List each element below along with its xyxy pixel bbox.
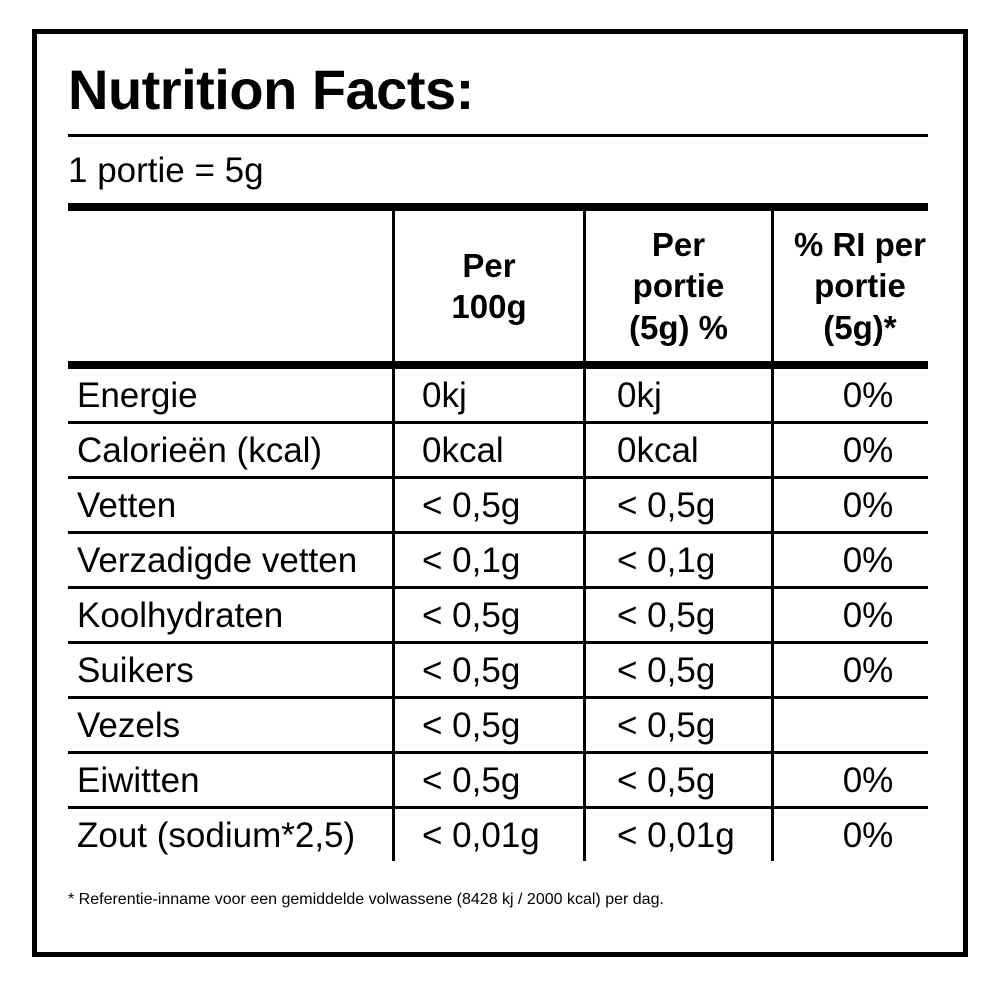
value-ri-percent: 0% bbox=[842, 375, 894, 415]
footnote: * Referentie-inname voor een gemiddelde … bbox=[68, 891, 664, 908]
header-blank bbox=[68, 211, 392, 361]
table-top-divider bbox=[68, 203, 928, 211]
value-per-100g: < 0,5g bbox=[422, 705, 521, 745]
nutrient-name: Verzadigde vetten bbox=[77, 540, 358, 580]
value-per-portion: < 0,1g bbox=[617, 540, 716, 580]
value-ri-percent bbox=[808, 699, 928, 751]
nutrient-name: Vezels bbox=[77, 705, 181, 745]
column-divider bbox=[583, 211, 586, 861]
value-ri-percent: 0% bbox=[842, 815, 894, 855]
value-per-portion: < 0,5g bbox=[617, 705, 716, 745]
value-ri-percent: 0% bbox=[842, 650, 894, 690]
value-ri-percent: 0% bbox=[842, 485, 894, 525]
header-per-100g-line: 100g bbox=[451, 288, 527, 325]
row-divider bbox=[68, 531, 928, 534]
header-ri-per-portion-line: portie bbox=[814, 267, 906, 305]
value-ri-percent: 0% bbox=[842, 540, 894, 580]
value-per-100g: < 0,5g bbox=[422, 650, 521, 690]
column-divider bbox=[392, 211, 395, 861]
value-per-portion: < 0,01g bbox=[617, 815, 735, 855]
header-ri-per-portion-text: % RI per portie (5g)* bbox=[794, 224, 928, 348]
value-per-100g: < 0,5g bbox=[422, 595, 521, 635]
nutrient-name: Zout (sodium*2,5) bbox=[77, 815, 356, 855]
value-per-portion: < 0,5g bbox=[617, 650, 716, 690]
value-per-portion: 0kj bbox=[617, 375, 662, 415]
nutrient-name: Vetten bbox=[77, 485, 177, 525]
header-per-100g: Per 100g bbox=[395, 211, 583, 361]
value-ri-percent: 0% bbox=[842, 595, 894, 635]
nutrient-name: Energie bbox=[77, 375, 198, 415]
value-per-100g: < 0,5g bbox=[422, 760, 521, 800]
value-per-portion: < 0,5g bbox=[617, 595, 716, 635]
header-ri-per-portion: % RI per portie (5g)* bbox=[774, 211, 928, 361]
header-per-portion: Per portie (5g) % bbox=[586, 211, 771, 361]
header-per-portion-text: Per portie (5g) % bbox=[629, 224, 728, 348]
value-per-portion: < 0,5g bbox=[617, 485, 716, 525]
header-ri-per-portion-line: (5g)* bbox=[823, 308, 897, 346]
row-divider bbox=[68, 586, 928, 589]
header-per-portion-line: Per bbox=[651, 226, 706, 264]
header-per-100g-line: Per bbox=[462, 246, 516, 284]
serving-size: 1 portie = 5g bbox=[68, 151, 264, 190]
header-per-portion-line: (5g) % bbox=[629, 308, 728, 346]
header-per-100g-text: Per 100g bbox=[451, 245, 526, 328]
nutrient-name: Eiwitten bbox=[77, 760, 200, 800]
value-per-100g: < 0,01g bbox=[422, 815, 540, 855]
row-divider bbox=[68, 476, 928, 479]
nutrition-title: Nutrition Facts: bbox=[68, 58, 474, 121]
value-per-portion: 0kcal bbox=[617, 430, 699, 470]
nutrient-name: Calorieën (kcal) bbox=[77, 430, 323, 470]
header-ri-per-portion-line: % RI per bbox=[793, 226, 926, 264]
value-per-100g: < 0,1g bbox=[422, 540, 521, 580]
value-ri-percent: 0% bbox=[842, 430, 894, 470]
row-divider bbox=[68, 806, 928, 809]
value-per-100g: 0kj bbox=[422, 375, 467, 415]
row-divider bbox=[68, 696, 928, 699]
row-divider bbox=[68, 421, 928, 424]
column-divider bbox=[771, 211, 774, 861]
value-ri-percent: 0% bbox=[842, 760, 894, 800]
value-per-100g: < 0,5g bbox=[422, 485, 521, 525]
nutrient-name: Suikers bbox=[77, 650, 194, 690]
row-divider bbox=[68, 641, 928, 644]
header-per-portion-line: portie bbox=[632, 267, 725, 305]
value-per-portion: < 0,5g bbox=[617, 760, 716, 800]
header-divider bbox=[68, 361, 928, 369]
title-divider bbox=[68, 134, 928, 137]
nutrient-name: Koolhydraten bbox=[77, 595, 284, 635]
value-per-100g: 0kcal bbox=[422, 430, 504, 470]
row-divider bbox=[68, 751, 928, 754]
nutrition-label-frame bbox=[32, 29, 968, 957]
